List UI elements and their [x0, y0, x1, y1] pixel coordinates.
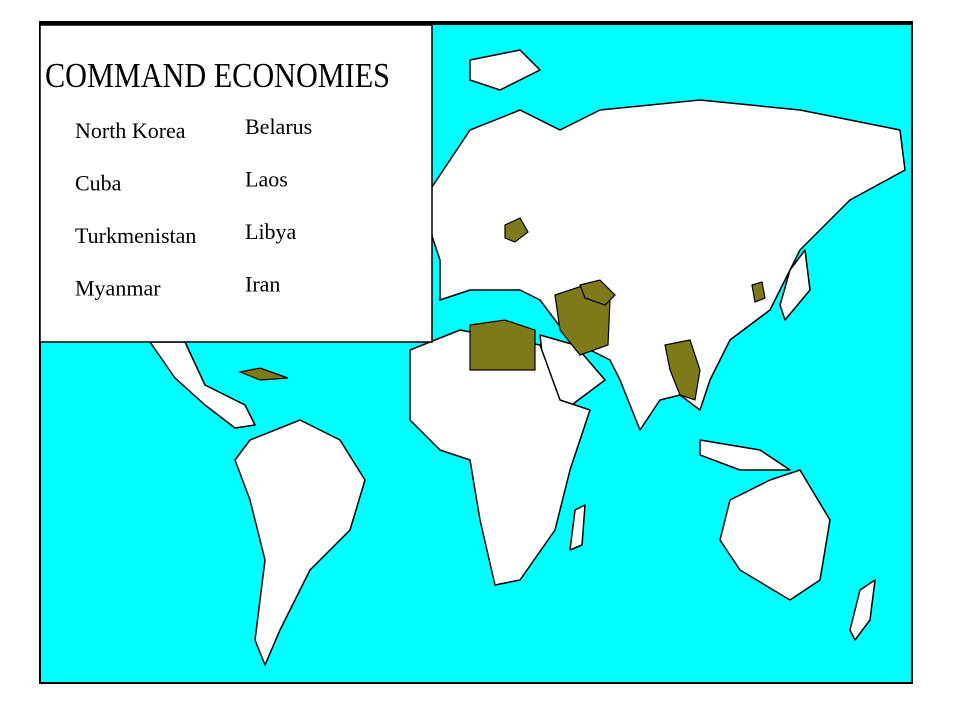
country-name: Laos: [245, 167, 288, 192]
turkmenistan: [579, 279, 616, 306]
belarus: [504, 217, 529, 243]
legend-box: [39, 24, 433, 343]
title: COMMAND ECONOMIES: [45, 56, 390, 95]
country-name: North Korea: [75, 118, 186, 143]
landmasses: [149, 49, 906, 666]
eurasia: [429, 99, 906, 431]
africa: [409, 329, 591, 586]
myanmar-laos: [664, 339, 701, 401]
new-zealand: [849, 579, 876, 641]
cuba: [237, 367, 289, 381]
madagascar: [569, 504, 586, 551]
japan: [779, 249, 811, 321]
country-name: Turkmenistan: [75, 223, 196, 248]
country-name: Libya: [245, 219, 297, 244]
libya: [469, 319, 536, 371]
country-name: Myanmar: [75, 276, 161, 301]
country-name: Belarus: [245, 114, 312, 139]
australia: [719, 469, 831, 601]
greenland-iceland: [469, 49, 541, 91]
central-america: [149, 341, 256, 429]
country-list: North Korea Cuba Turkmenistan Myanmar Belaru…: [75, 114, 312, 301]
north-korea: [751, 281, 766, 303]
south-america: [234, 419, 366, 666]
country-name: Cuba: [75, 171, 122, 196]
country-name: Iran: [245, 272, 280, 297]
indonesia: [699, 439, 791, 471]
